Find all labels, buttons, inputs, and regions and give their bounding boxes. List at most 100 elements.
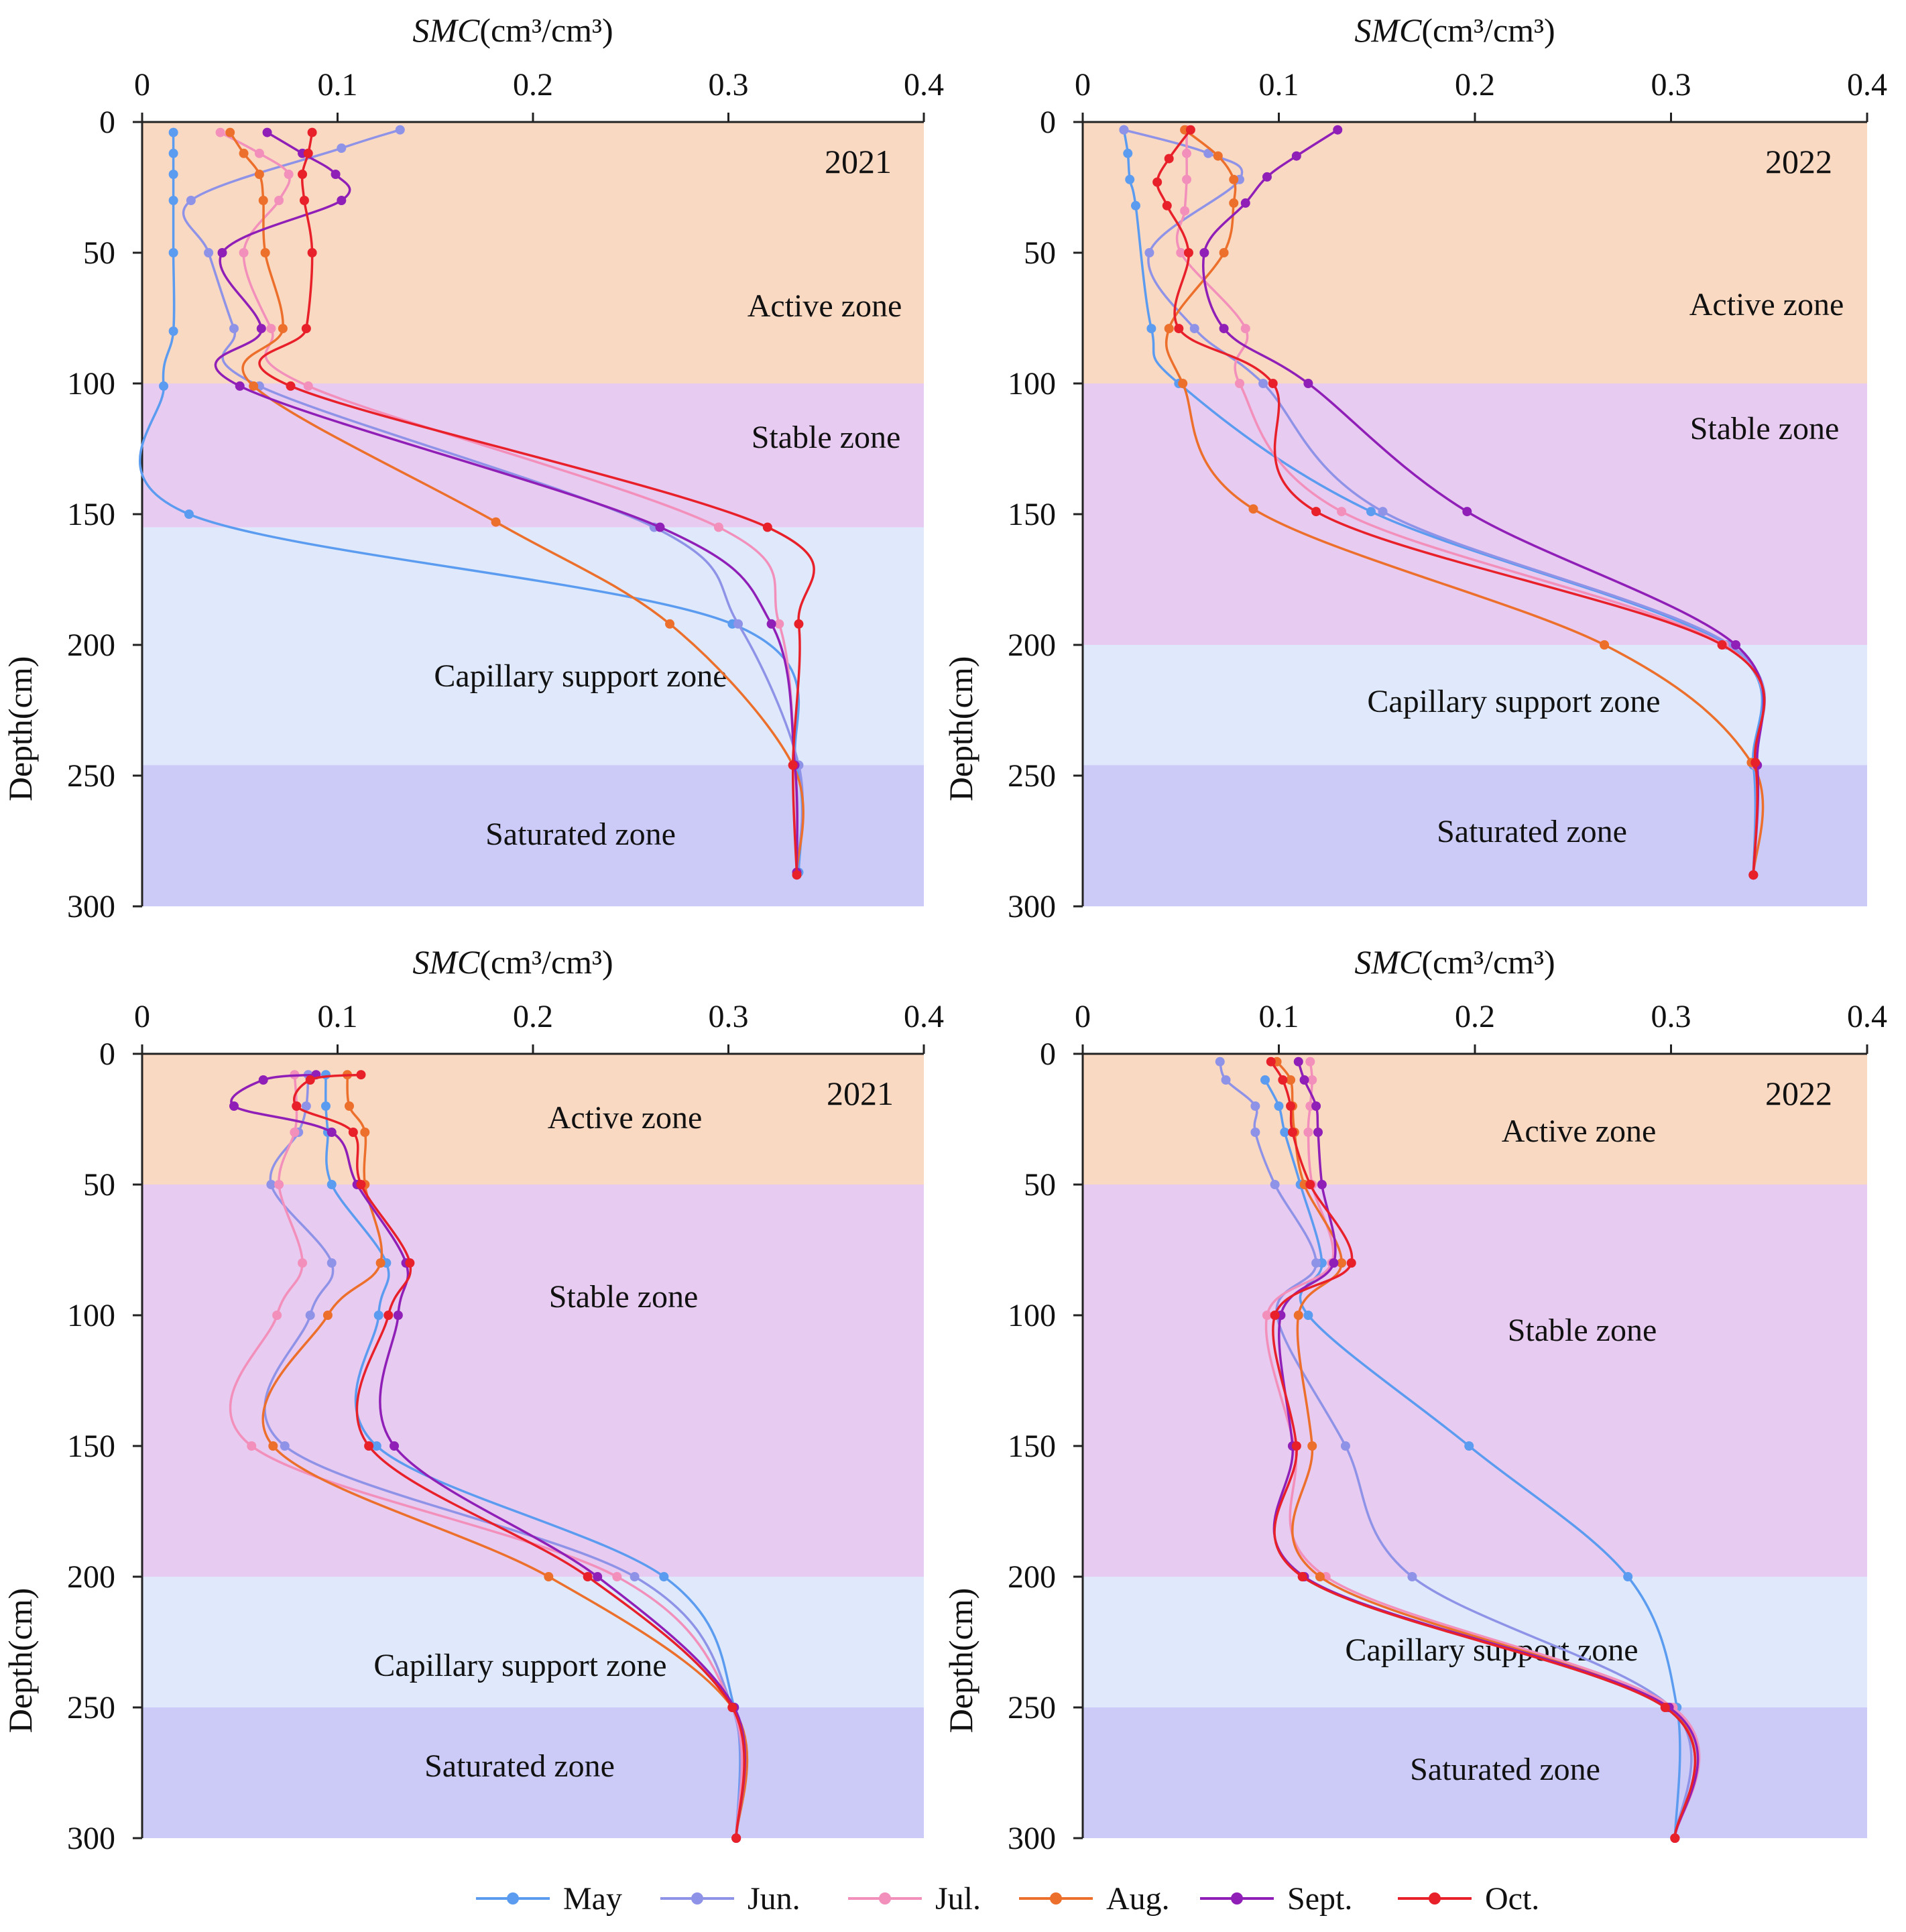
data-point: [1280, 1128, 1290, 1137]
zone-label: Saturated zone: [1410, 1752, 1600, 1787]
zone-band-active-zone: [142, 122, 924, 383]
y-axis-title: Depth(cm): [942, 1588, 979, 1734]
data-point: [375, 1258, 385, 1268]
data-point: [204, 248, 214, 257]
x-tick-label: 0.1: [1259, 67, 1299, 103]
legend-swatch-marker: [879, 1892, 891, 1905]
series-sept: [214, 127, 802, 878]
series-line: [261, 1075, 749, 1839]
data-point: [266, 1180, 276, 1189]
data-point: [1293, 1056, 1303, 1067]
data-point: [1119, 125, 1129, 135]
x-tick-label: 0.2: [1455, 67, 1495, 103]
legend: May Jun. Jul. Aug. Sept. Oct.: [476, 1881, 1539, 1917]
data-point: [1623, 1572, 1633, 1581]
x-axis-title: SMC(cm³/cm³): [1354, 943, 1555, 981]
legend-label: Aug.: [1106, 1881, 1170, 1917]
y-tick-label: 50: [83, 1167, 115, 1203]
y-tick-label: 50: [1024, 1167, 1056, 1203]
series-line: [182, 129, 805, 873]
data-point: [322, 1311, 333, 1320]
data-point: [1286, 1075, 1296, 1085]
data-point: [249, 381, 259, 391]
data-point: [247, 1441, 257, 1451]
data-point: [225, 127, 235, 137]
data-point: [360, 1128, 370, 1137]
data-point: [229, 1101, 239, 1111]
data-point: [168, 326, 178, 336]
chart-panels: Active zone Stable zone Capillary support …: [1, 11, 1887, 1856]
zone-band-capillary-support-zone: [142, 1577, 924, 1707]
legend-label: Oct.: [1485, 1881, 1539, 1917]
data-point: [390, 1441, 400, 1451]
y-tick-label: 100: [67, 1298, 115, 1333]
series-line: [1122, 129, 1764, 876]
data-point: [794, 619, 804, 629]
data-point: [299, 196, 309, 205]
data-point: [593, 1572, 603, 1581]
x-axis-title-variable: SMC: [1354, 943, 1422, 981]
data-point: [274, 196, 284, 205]
data-point: [383, 1311, 394, 1320]
year-label: 2022: [1765, 143, 1832, 180]
data-point: [168, 148, 178, 158]
x-axis-title-unit: (cm³/cm³): [1421, 943, 1555, 981]
data-point: [239, 248, 249, 257]
legend-label: Sept.: [1287, 1881, 1352, 1917]
data-point: [168, 170, 178, 179]
data-point: [1464, 1441, 1474, 1451]
data-point: [1180, 206, 1190, 216]
data-point: [491, 517, 501, 527]
data-point: [1313, 1128, 1323, 1137]
legend-swatch-marker: [1429, 1892, 1441, 1905]
zone-label: Stable zone: [1508, 1313, 1657, 1348]
data-point: [1176, 248, 1186, 257]
y-tick-label: 250: [67, 758, 115, 794]
data-point: [766, 619, 776, 629]
x-axis-title: SMC(cm³/cm³): [1354, 11, 1555, 49]
legend-label: Jul.: [935, 1881, 981, 1917]
data-point: [1215, 1056, 1225, 1067]
data-point: [544, 1572, 554, 1581]
series-line: [1219, 1061, 1693, 1839]
data-point: [344, 1101, 354, 1111]
data-point: [1125, 174, 1135, 184]
data-point: [307, 248, 317, 257]
data-point: [258, 1075, 268, 1085]
data-point: [260, 248, 270, 257]
x-tick-label: 0.1: [318, 67, 358, 103]
data-point: [1213, 151, 1223, 161]
x-tick-label: 0.3: [709, 999, 749, 1034]
data-point: [1307, 1075, 1317, 1085]
data-point: [1329, 1258, 1339, 1268]
y-axis-title: Depth(cm): [1, 656, 39, 802]
data-point: [1311, 1101, 1321, 1111]
series-line: [324, 1075, 741, 1839]
data-point: [1144, 248, 1154, 257]
data-point: [331, 170, 341, 179]
data-point: [305, 1311, 315, 1320]
data-point: [215, 127, 225, 137]
data-point: [1146, 324, 1156, 334]
data-point: [1219, 248, 1229, 257]
data-point: [184, 509, 194, 519]
legend-item: May: [476, 1881, 622, 1917]
data-point: [665, 619, 675, 629]
data-point: [1174, 324, 1184, 334]
data-point: [1333, 125, 1343, 135]
data-point: [1250, 1128, 1260, 1137]
data-point: [1337, 1258, 1347, 1268]
x-tick-label: 0.4: [904, 999, 944, 1034]
panel-top-right: Active zone Stable zone Capillary support …: [942, 11, 1887, 924]
data-point: [371, 1441, 381, 1451]
data-point: [168, 248, 178, 257]
data-point: [286, 381, 296, 391]
zone-label: Active zone: [1502, 1113, 1657, 1149]
y-tick-label: 200: [1008, 1559, 1056, 1595]
zone-band-stable-zone: [1083, 383, 1867, 645]
data-point: [364, 1441, 374, 1451]
data-point: [292, 1101, 302, 1111]
y-tick-label: 200: [67, 627, 115, 663]
series-line: [1270, 1061, 1697, 1839]
